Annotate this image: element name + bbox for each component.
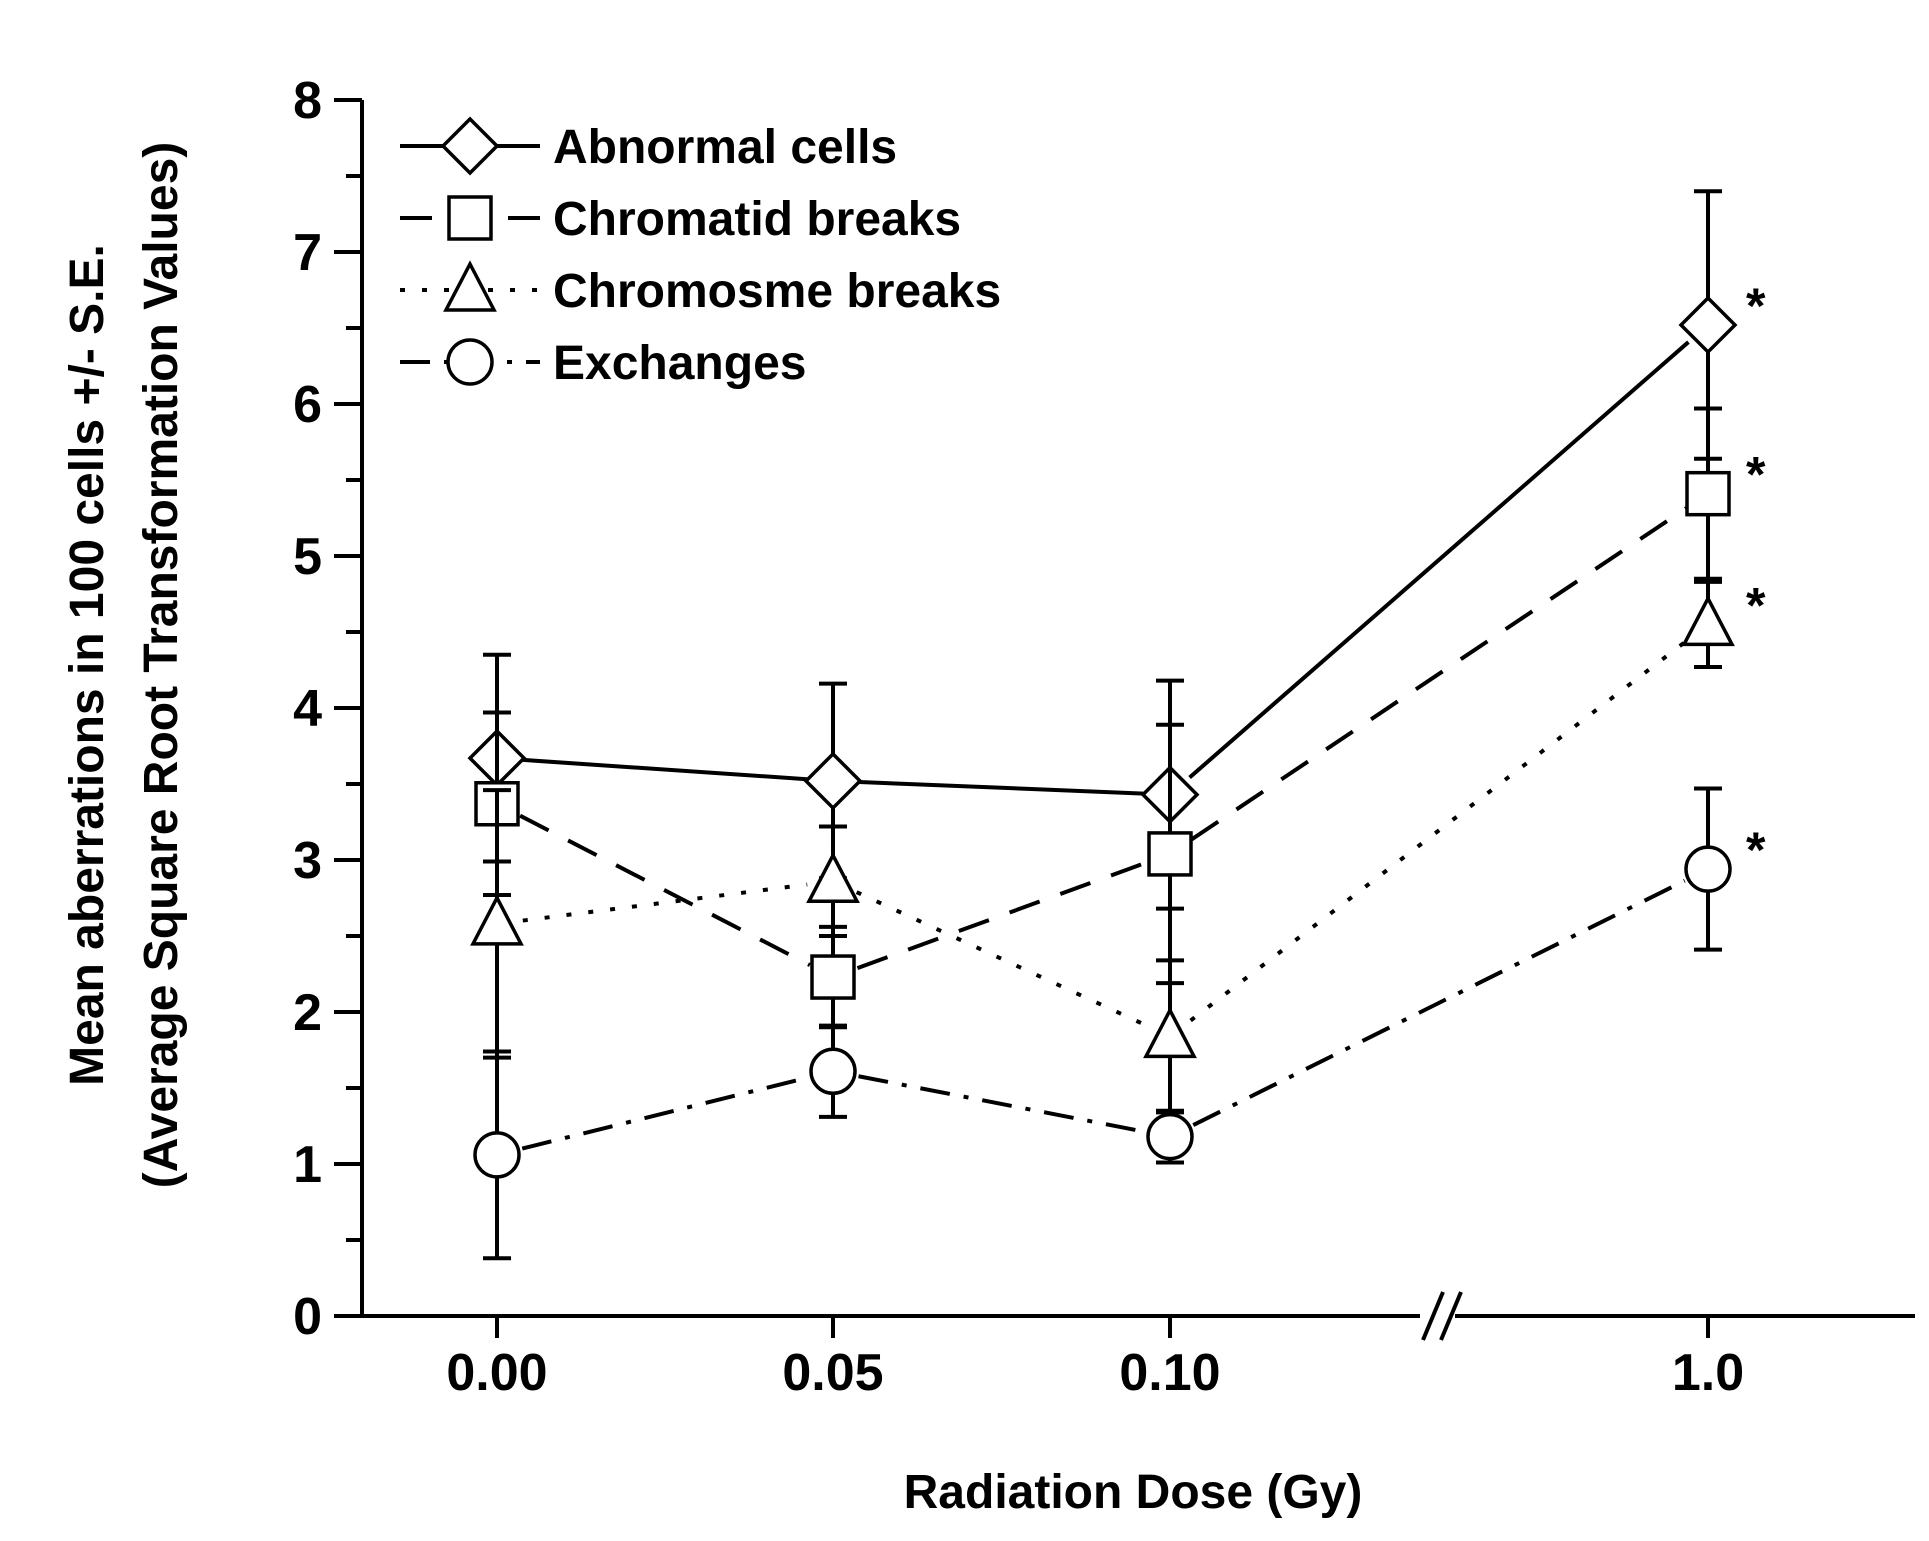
series-line: [858, 780, 1145, 796]
legend-entry: Abnormal cells: [400, 116, 897, 176]
y-tick-label: 2: [293, 984, 322, 1042]
y-axis-title-line1: Mean aberrations in 100 cells +/- S.E.: [61, 244, 114, 1086]
x-tick-label: 1.0: [1672, 1344, 1744, 1402]
y-tick-label: 4: [293, 680, 322, 738]
axis-break-mark: [1439, 1291, 1463, 1341]
series-circle: *: [473, 786, 1766, 1261]
y-tick-label: 1: [293, 1136, 322, 1194]
y-tick-label: 5: [293, 528, 322, 586]
series-line: [521, 1075, 809, 1151]
data-point: [803, 751, 863, 811]
legend-label: Exchanges: [553, 337, 806, 390]
plot-axes: 0 1 2 3 4 5 6 7 8 0.00 0.05 0.10 1.0: [293, 72, 1915, 1402]
plot-series: * * * *: [467, 189, 1766, 1261]
significance-asterisk: *: [1746, 447, 1766, 503]
series-line: [855, 890, 1148, 1028]
data-point: [1681, 594, 1735, 647]
y-tick-label: 6: [293, 376, 322, 434]
legend-marker: [446, 338, 494, 386]
significance-asterisk: *: [1746, 577, 1766, 633]
y-tick-label: 7: [293, 224, 322, 282]
series-line: [519, 813, 811, 967]
significance-asterisk: *: [1746, 278, 1766, 334]
data-point: [1147, 831, 1193, 877]
x-tick-label: 0.00: [446, 1344, 547, 1402]
legend-entry: Chromatid breaks: [400, 193, 961, 246]
data-point: [1143, 1006, 1197, 1059]
legend-marker: [443, 260, 497, 312]
legend-label: Chromosme breaks: [553, 265, 1001, 318]
data-point: [473, 1131, 521, 1179]
y-axis-title-line2: (Average Square Root Transformation Valu…: [135, 142, 188, 1188]
y-tick-label: 8: [293, 72, 322, 130]
data-point: [1678, 295, 1738, 355]
y-tick-label: 3: [293, 832, 322, 890]
legend-marker: [447, 195, 493, 241]
data-point: [810, 954, 856, 1000]
x-tick-label: 0.05: [782, 1344, 883, 1402]
x-tick-label: 0.10: [1119, 1344, 1220, 1402]
y-tick-label: 0: [293, 1288, 322, 1346]
series-line: [858, 1074, 1145, 1134]
significance-asterisk: *: [1746, 822, 1766, 878]
x-axis-title: Radiation Dose (Gy): [904, 1466, 1363, 1519]
axis-break-mark: [1421, 1291, 1445, 1341]
series-line: [1192, 878, 1686, 1127]
series-line: [1188, 340, 1690, 780]
data-point: [809, 1047, 857, 1096]
data-point: [1684, 845, 1732, 893]
legend-marker: [440, 116, 500, 176]
series-line: [522, 757, 808, 782]
data-point: [470, 894, 524, 946]
legend-entry: Exchanges: [400, 337, 806, 390]
series-line: [1190, 506, 1688, 842]
data-point: [1146, 1112, 1194, 1161]
data-point: [806, 851, 860, 904]
legend-label: Chromatid breaks: [553, 193, 961, 246]
legend-label: Abnormal cells: [553, 121, 897, 174]
legend: Abnormal cells Chromatid breaks Chromosme …: [400, 116, 1001, 390]
series-line: [1189, 638, 1689, 1023]
series-triangle: *: [470, 577, 1766, 1115]
series-line: [856, 860, 1147, 970]
data-point: [1685, 470, 1731, 517]
legend-entry: Chromosme breaks: [400, 260, 1001, 318]
series-line: [522, 882, 808, 923]
